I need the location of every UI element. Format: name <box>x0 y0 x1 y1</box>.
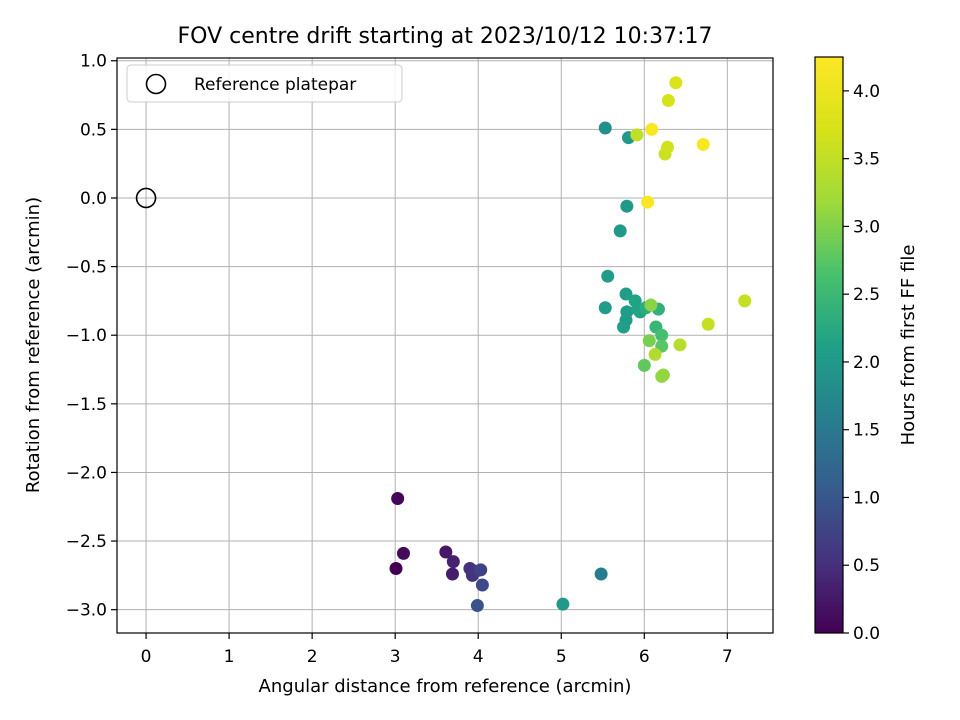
data-point <box>637 358 651 372</box>
x-axis-ticks: 0 1 2 3 4 5 6 7 <box>141 633 733 667</box>
data-point <box>738 294 752 308</box>
colorbar-frame <box>814 56 844 634</box>
data-point <box>391 492 405 506</box>
data-point <box>617 320 631 334</box>
data-point <box>644 298 658 312</box>
y-tick-label: −1.0 <box>66 326 107 346</box>
plot-frame <box>116 57 774 634</box>
data-point <box>445 567 459 581</box>
x-tick-label: 0 <box>141 647 152 667</box>
x-tick-label: 2 <box>307 647 318 667</box>
colorbar-tick-label: 3.5 <box>853 150 880 170</box>
x-tick-label: 5 <box>556 647 567 667</box>
data-point <box>696 137 710 151</box>
y-tick-label: 1.0 <box>80 52 107 72</box>
y-tick-label: −0.5 <box>66 258 107 278</box>
data-point <box>655 328 669 342</box>
y-axis-label: Rotation from reference (arcmin) <box>23 197 44 493</box>
y-tick-label: −2.0 <box>66 463 107 483</box>
data-point <box>661 140 675 154</box>
colorbar-tick-label: 4.0 <box>853 82 880 102</box>
colorbar: 0.0 0.5 1.0 1.5 2.0 2.5 3.0 3.5 4.0 Hours from f… <box>814 56 919 644</box>
data-point <box>613 224 627 238</box>
data-point <box>601 269 615 283</box>
colorbar-tick-label: 0.5 <box>853 556 880 576</box>
data-point <box>439 545 453 559</box>
data-point <box>598 301 612 315</box>
data-point <box>389 562 403 576</box>
x-tick-label: 1 <box>224 647 235 667</box>
x-tick-label: 3 <box>390 647 401 667</box>
data-point <box>642 334 656 348</box>
data-point <box>641 195 655 209</box>
colorbar-tick-label: 2.5 <box>853 285 880 305</box>
data-point <box>470 599 484 613</box>
reference-marker <box>135 187 157 209</box>
legend-box <box>126 64 403 103</box>
y-tick-label: 0.5 <box>80 120 107 140</box>
data-point <box>661 94 675 108</box>
colorbar-tick-label: 2.0 <box>853 353 880 373</box>
data-point <box>556 597 570 611</box>
data-point <box>656 368 670 382</box>
data-point <box>630 128 644 142</box>
colorbar-tick-label: 1.0 <box>853 488 880 508</box>
data-point <box>673 338 687 352</box>
x-tick-label: 4 <box>473 647 484 667</box>
colorbar-tick-label: 0.0 <box>853 624 880 644</box>
y-axis-ticks: −3.0 −2.5 −2.0 −1.5 −1.0 −0.5 0.0 0.5 1.0 <box>66 52 117 621</box>
data-points <box>389 76 752 613</box>
data-point <box>669 76 683 90</box>
x-tick-label: 7 <box>722 647 733 667</box>
colorbar-tick-label: 1.5 <box>853 421 880 441</box>
data-point <box>474 563 488 577</box>
colorbar-gradient <box>815 57 843 633</box>
data-point <box>645 122 659 136</box>
data-point <box>475 578 489 592</box>
y-tick-label: −2.5 <box>66 532 107 552</box>
legend-entry-label: Reference platepar <box>194 75 356 95</box>
colorbar-label: Hours from first FF file <box>898 245 919 446</box>
legend: Reference platepar <box>126 64 403 103</box>
data-point <box>648 347 662 361</box>
data-point <box>598 121 612 135</box>
data-point <box>396 546 410 560</box>
data-point <box>701 317 715 331</box>
colorbar-ticks: 0.0 0.5 1.0 1.5 2.0 2.5 3.0 3.5 4.0 <box>843 82 880 644</box>
x-axis-label: Angular distance from reference (arcmin) <box>259 676 632 697</box>
data-point <box>620 199 634 213</box>
legend-marker-icon <box>145 73 167 95</box>
chart-title: FOV centre drift starting at 2023/10/12 … <box>178 24 713 49</box>
data-point <box>446 555 460 569</box>
y-tick-label: −1.5 <box>66 395 107 415</box>
data-point <box>619 287 633 301</box>
y-tick-label: 0.0 <box>80 189 107 209</box>
y-tick-label: −3.0 <box>66 601 107 621</box>
colorbar-tick-label: 3.0 <box>853 217 880 237</box>
grid-lines <box>117 58 773 633</box>
x-tick-label: 6 <box>639 647 650 667</box>
data-point <box>594 567 608 581</box>
